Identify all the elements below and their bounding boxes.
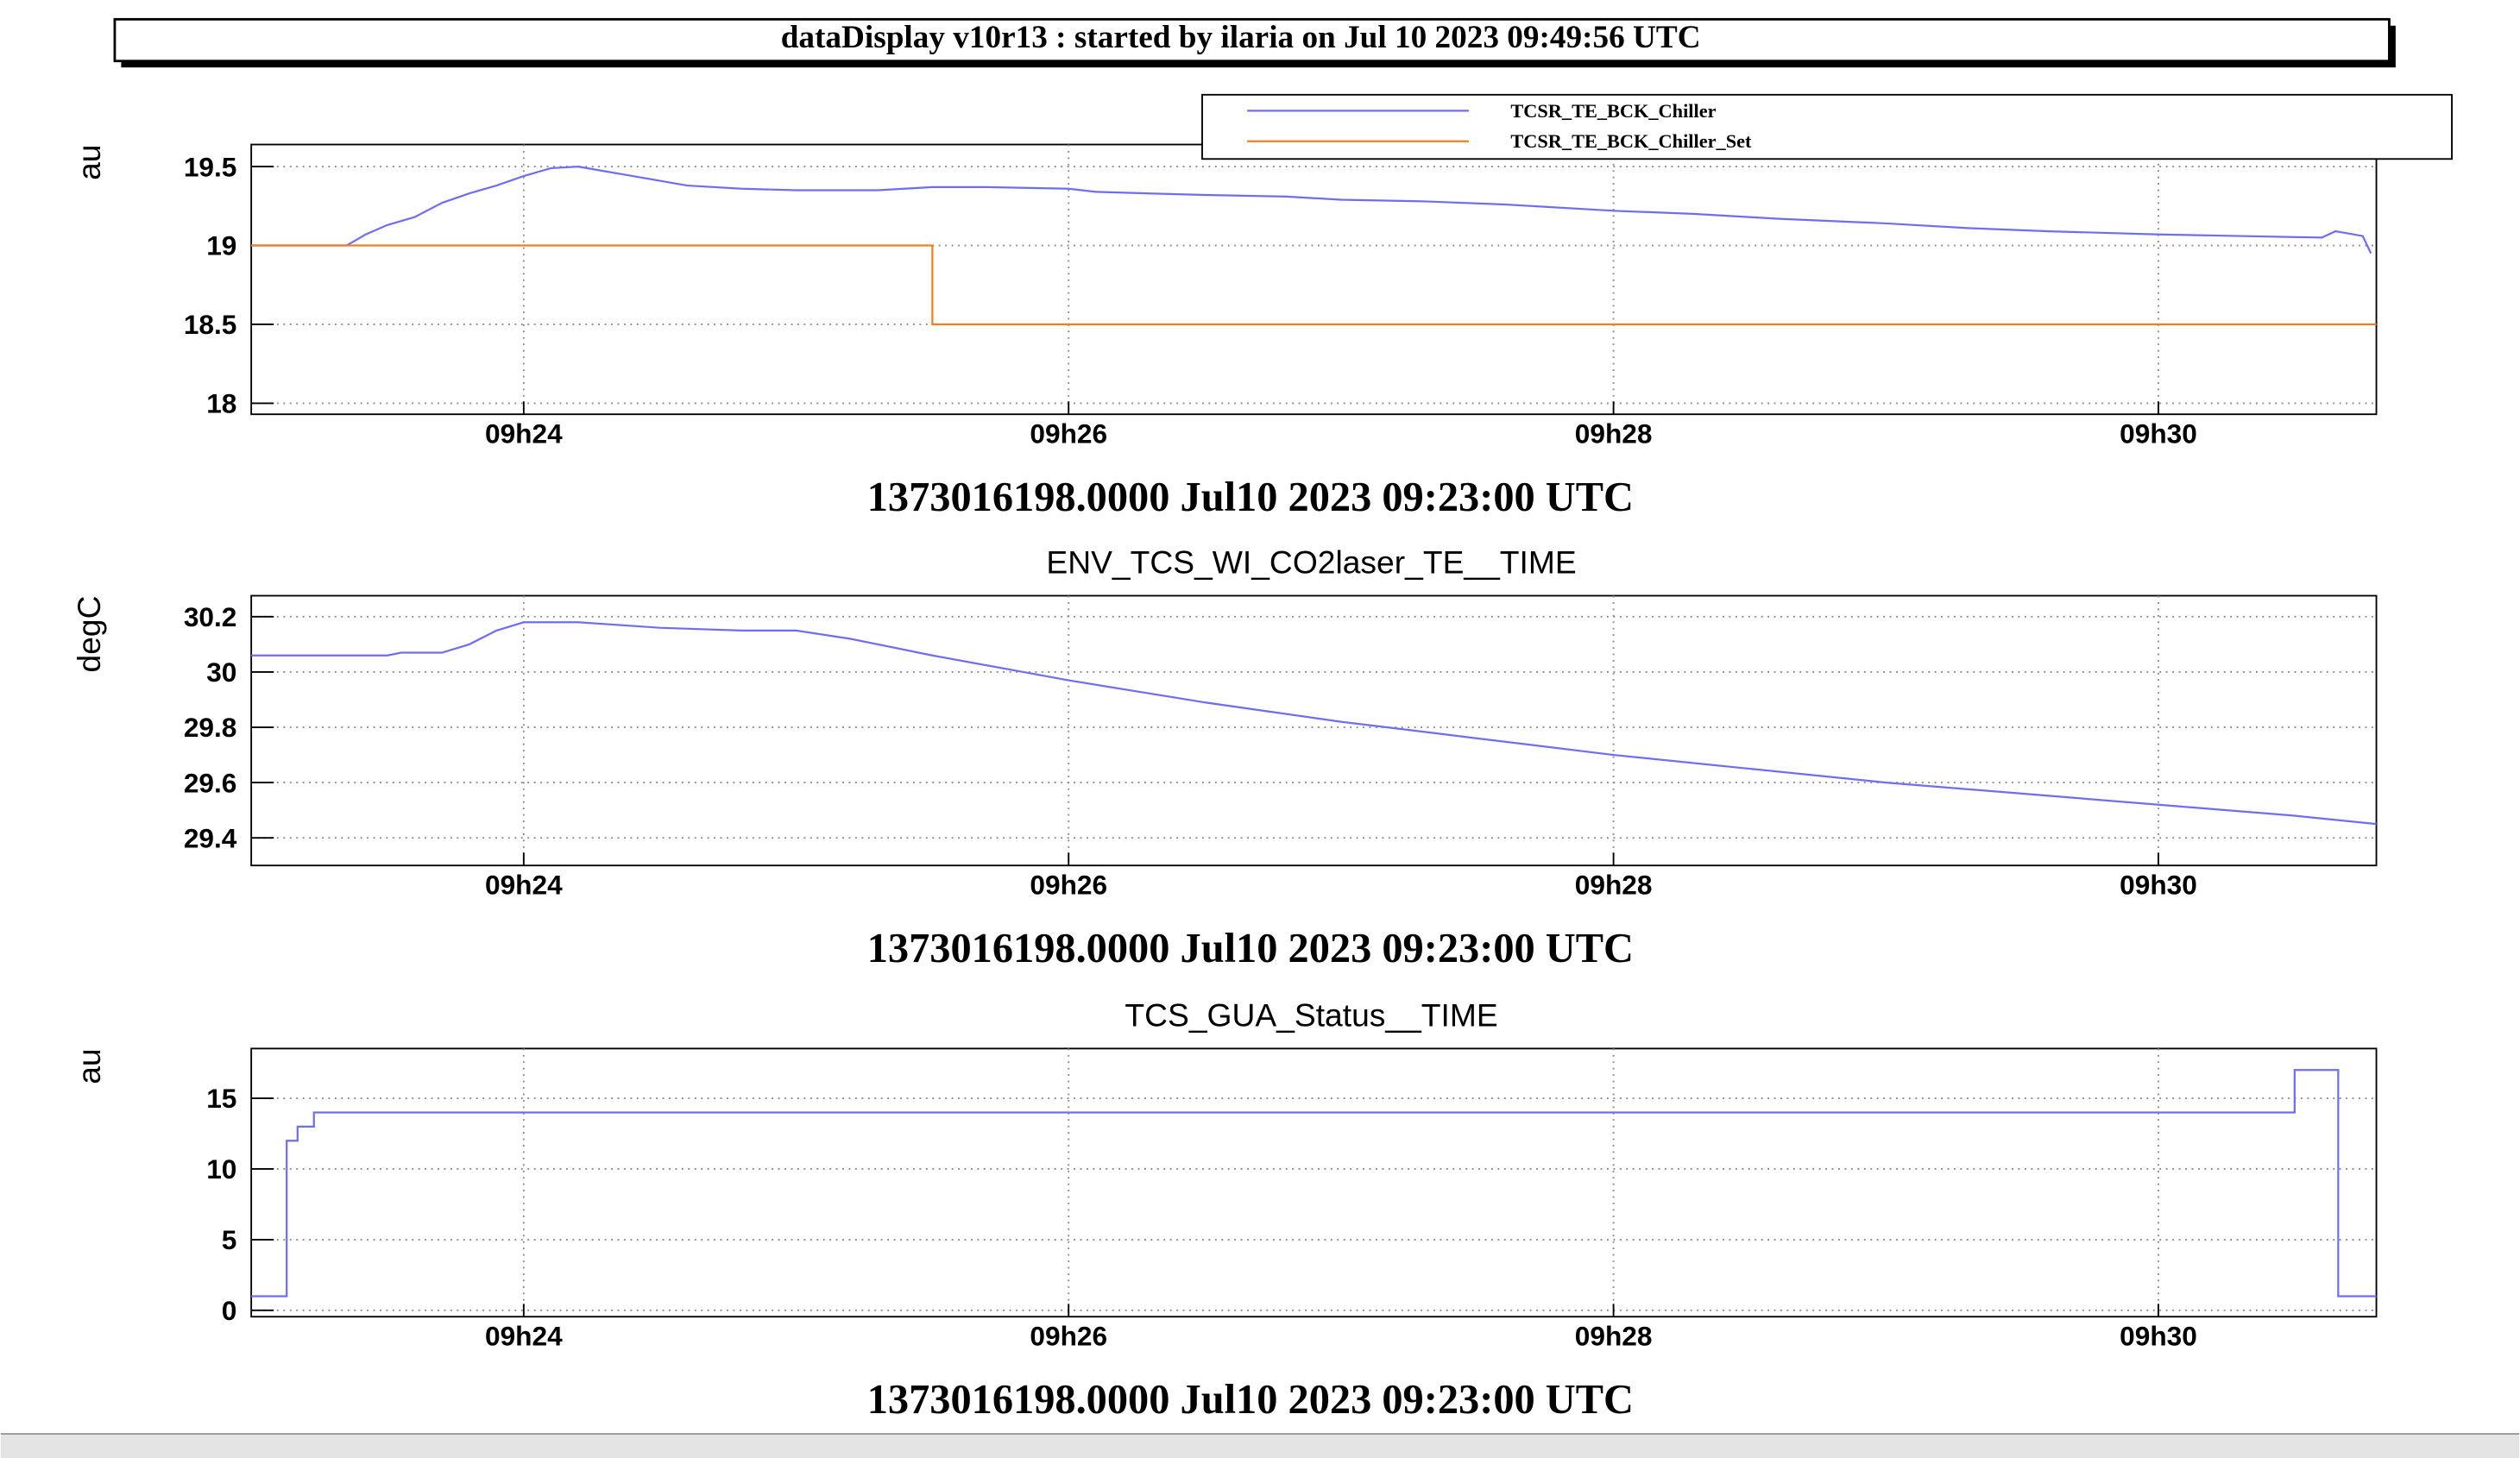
y-tick-label: 15 [206, 1083, 236, 1114]
x-axis-title: 1373016198.0000 Jul10 2023 09:23:00 UTC [867, 1377, 1634, 1423]
y-tick-label: 5 [222, 1224, 237, 1255]
x-tick-label: 09h30 [2120, 418, 2197, 449]
y-tick-label: 30 [206, 657, 236, 688]
chart-title: ENV_TCS_WI_CO2laser_TE__TIME [1046, 544, 1576, 580]
x-tick-label: 09h28 [1575, 418, 1653, 449]
plot-frame [250, 1047, 2378, 1318]
x-tick-label: 09h28 [1575, 1321, 1653, 1352]
y-tick-label: 30.2 [184, 601, 237, 632]
legend-label: TCSR_TE_BCK_Chiller [1510, 100, 1716, 122]
x-tick-label: 09h30 [2120, 870, 2197, 901]
x-tick-label: 09h26 [1030, 418, 1107, 449]
y-tick-label: 19.5 [184, 151, 237, 182]
plot-frame [250, 594, 2378, 867]
legend-label: TCSR_TE_BCK_Chiller_Set [1510, 130, 1752, 152]
x-axis-title: 1373016198.0000 Jul10 2023 09:23:00 UTC [867, 474, 1634, 520]
series-line [251, 1069, 2377, 1298]
y-tick-label: 10 [206, 1153, 236, 1185]
y-tick-label: 0 [222, 1295, 237, 1326]
y-tick-label: 29.8 [184, 712, 237, 743]
y-tick-label: 29.6 [184, 767, 237, 798]
x-tick-label: 09h28 [1575, 870, 1653, 901]
series-line [251, 244, 2377, 326]
x-tick-label: 09h24 [485, 418, 563, 449]
y-tick-label: 18.5 [184, 309, 237, 340]
x-tick-label: 09h30 [2120, 1321, 2197, 1352]
x-tick-label: 09h26 [1030, 1321, 1107, 1352]
y-tick-label: 29.4 [184, 822, 237, 853]
x-tick-label: 09h26 [1030, 870, 1107, 901]
y-axis-title: au [71, 1048, 107, 1084]
series-line [251, 621, 2377, 826]
x-axis-title: 1373016198.0000 Jul10 2023 09:23:00 UTC [867, 926, 1634, 971]
y-axis-title: degC [71, 596, 107, 673]
x-tick-label: 09h24 [485, 1321, 563, 1352]
page-title: dataDisplay v10r13 : started by ilaria o… [781, 20, 1701, 55]
legend-box [1201, 93, 2453, 160]
y-tick-label: 18 [206, 388, 236, 419]
series-line [251, 165, 2372, 255]
title-box [113, 17, 2391, 63]
y-axis-title: au [71, 145, 107, 180]
chart-title: TCS_GUA_Status__TIME [1125, 996, 1497, 1033]
taskbar [0, 1434, 2520, 1458]
y-tick-label: 19 [206, 230, 236, 261]
x-tick-label: 09h24 [485, 870, 563, 901]
